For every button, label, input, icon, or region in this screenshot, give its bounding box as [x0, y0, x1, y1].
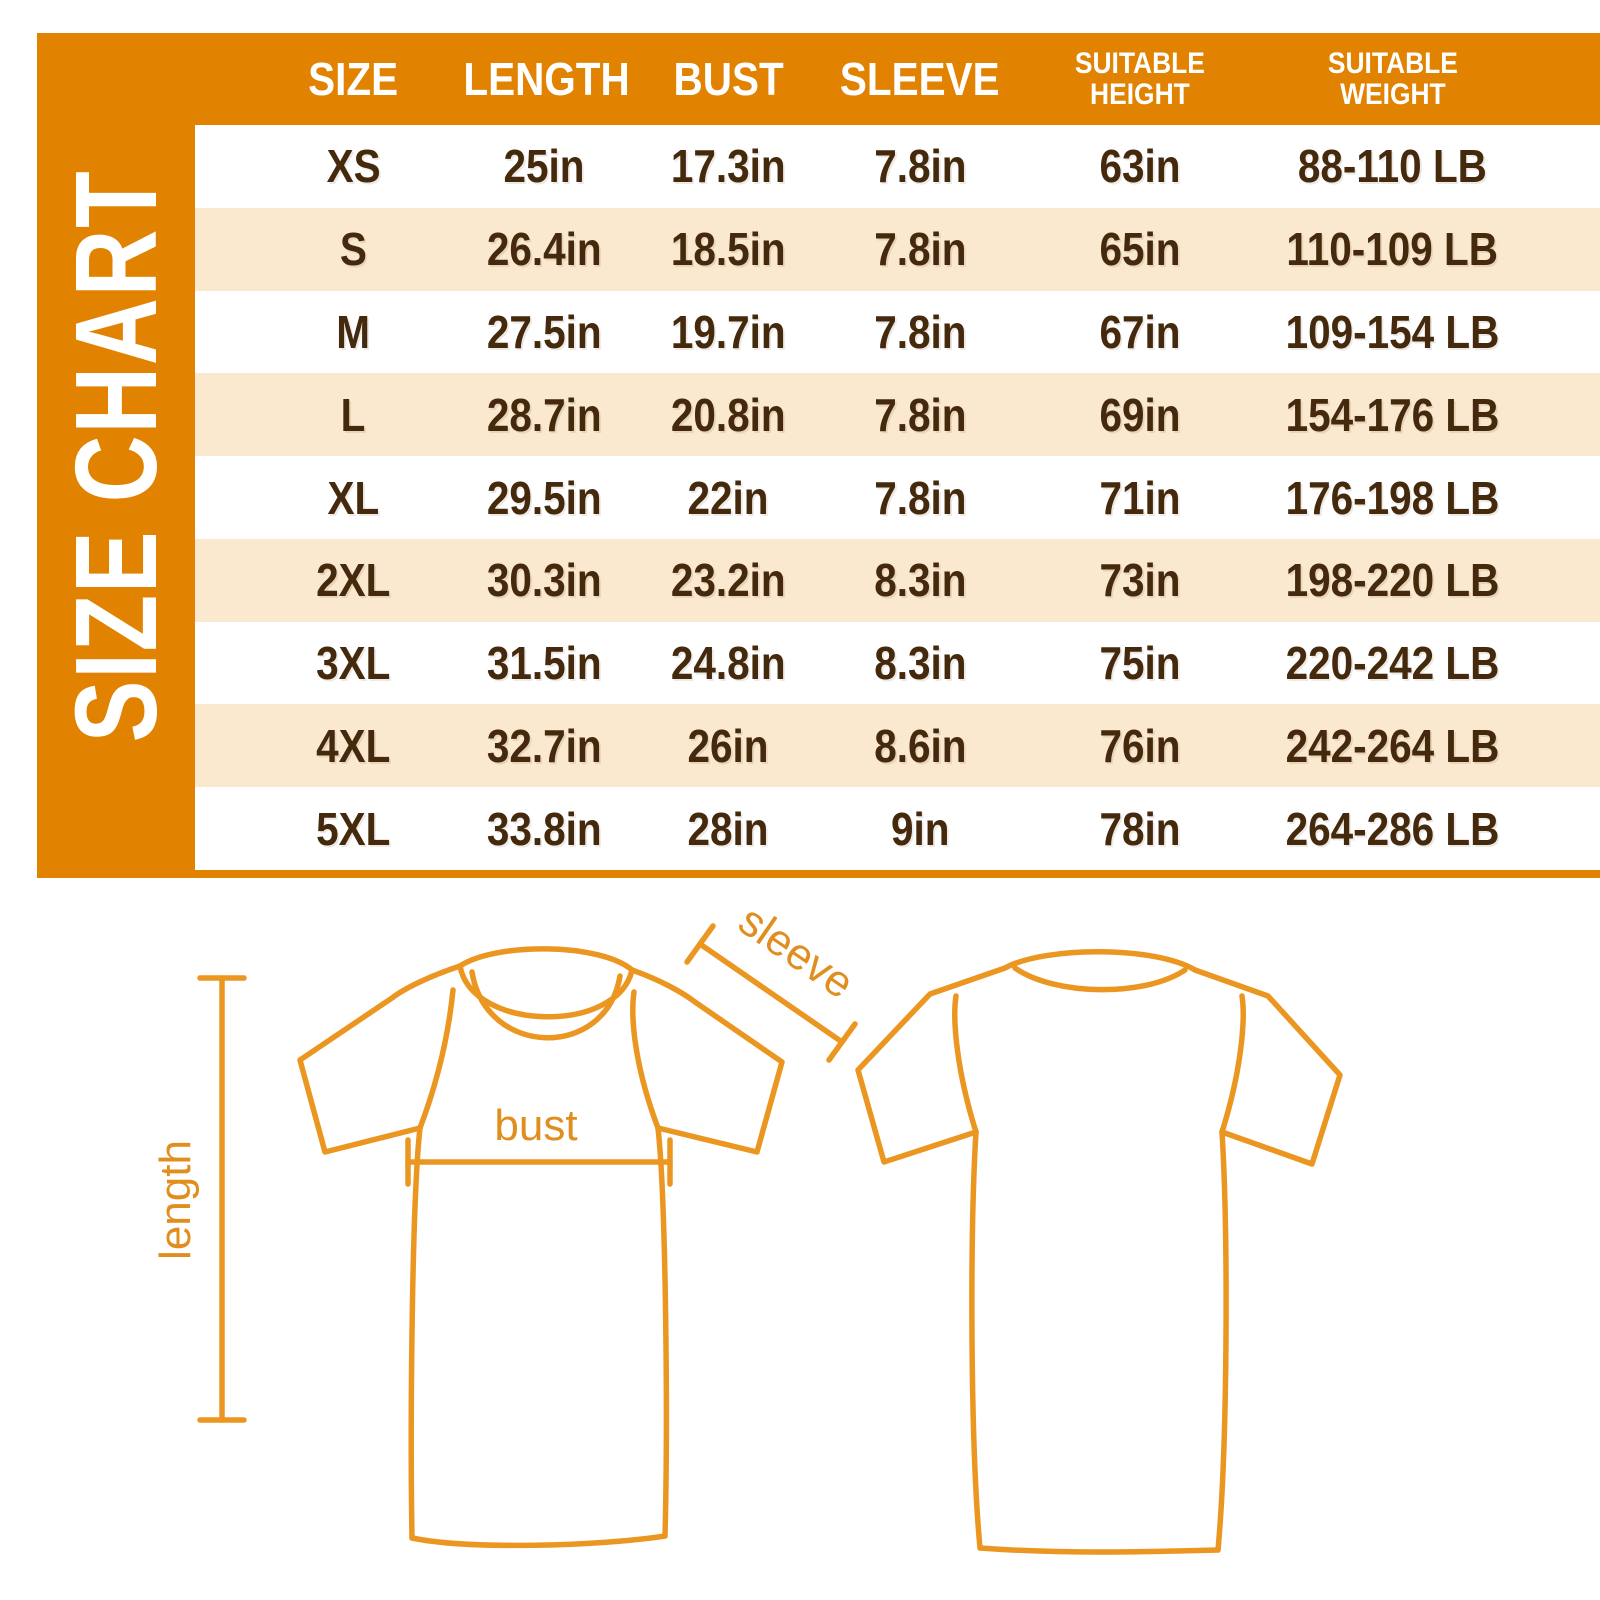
size-cell: M [336, 305, 371, 358]
size-cell: S [339, 223, 368, 276]
value-cell: 28.7in [487, 388, 602, 441]
front-tshirt-outline [297, 946, 785, 1549]
value-cell: 7.8in [873, 223, 967, 276]
value-cell: 110-109 LB [1286, 223, 1499, 276]
value-cell: 27.5in [487, 305, 602, 358]
size-cell: 5XL [316, 802, 391, 855]
column-header-length: LENGTH [463, 53, 630, 105]
left-title-band: SIZE CHART [37, 33, 195, 878]
table-row: S 26.4in 18.5in 7.8in 65in 110-109 LB [195, 207, 1600, 291]
value-cell: 8.3in [873, 637, 967, 690]
value-cell: 63in [1099, 140, 1181, 193]
value-cell: 33.8in [487, 802, 602, 855]
value-cell: 7.8in [873, 471, 967, 524]
value-cell: 69in [1099, 388, 1181, 441]
value-cell: 73in [1099, 554, 1181, 607]
value-cell: 29.5in [487, 471, 602, 524]
table-row: L 28.7in 20.8in 7.8in 69in 154-176 LB [195, 373, 1600, 457]
size-cell: 3XL [316, 637, 391, 690]
sleeve-dimension-line [684, 923, 858, 1063]
table-row: 3XL 31.5in 24.8in 8.3in 75in 220-242 LB [195, 621, 1600, 705]
value-cell: 176-198 LB [1285, 471, 1500, 524]
table-body: XS 25in 17.3in 7.8in 63in 88-110 LB S 26.4in 18.… [195, 125, 1600, 871]
value-cell: 24.8in [671, 637, 786, 690]
back-tshirt-outline [855, 949, 1343, 1555]
value-cell: 88-110 LB [1297, 140, 1488, 193]
bust-label: bust [494, 1101, 577, 1150]
column-header-size: SIZE [308, 53, 399, 105]
value-cell: 9in [890, 802, 950, 855]
value-cell: 8.6in [873, 719, 967, 772]
size-cell: XL [327, 471, 380, 524]
table-row: 4XL 32.7in 26in 8.6in 76in 242-264 LB [195, 704, 1600, 788]
value-cell: 242-264 LB [1285, 719, 1500, 772]
size-chart-title: SIZE CHART [51, 169, 181, 743]
table-header-row: SIZE LENGTH BUST SLEEVE SUITABLE HEIGHT … [195, 33, 1600, 125]
value-cell: 75in [1099, 637, 1181, 690]
value-cell: 8.3in [873, 554, 967, 607]
value-cell: 19.7in [671, 305, 786, 358]
value-cell: 78in [1099, 802, 1181, 855]
value-cell: 264-286 LB [1285, 802, 1500, 855]
length-dimension-line [197, 975, 247, 1423]
value-cell: 220-242 LB [1285, 637, 1500, 690]
column-header-suitable-height: SUITABLE HEIGHT [1074, 46, 1206, 111]
table-row: 5XL 33.8in 28in 9in 78in 264-286 LB [195, 787, 1600, 871]
column-header-bust: BUST [673, 53, 784, 105]
length-label: length [151, 1140, 200, 1260]
value-cell: 67in [1099, 305, 1181, 358]
size-cell: L [341, 388, 366, 441]
table-row: XL 29.5in 22in 7.8in 71in 176-198 LB [195, 456, 1600, 539]
value-cell: 17.3in [671, 140, 786, 193]
value-cell: 109-154 LB [1285, 305, 1500, 358]
sleeve-label: sleeve [730, 900, 863, 1008]
size-cell: 2XL [316, 554, 391, 607]
column-header-suitable-weight: SUITABLE WEIGHT [1327, 46, 1458, 111]
table-row: XS 25in 17.3in 7.8in 63in 88-110 LB [195, 125, 1600, 208]
value-cell: 22in [687, 471, 769, 524]
value-cell: 31.5in [487, 637, 602, 690]
column-header-sleeve: SLEEVE [840, 53, 1000, 105]
size-cell: XS [326, 140, 381, 193]
table-row: 2XL 30.3in 23.2in 8.3in 73in 198-220 LB [195, 538, 1600, 622]
value-cell: 30.3in [487, 554, 602, 607]
value-cell: 7.8in [873, 305, 967, 358]
size-table: SIZE LENGTH BUST SLEEVE SUITABLE HEIGHT … [195, 33, 1600, 871]
value-cell: 154-176 LB [1285, 388, 1500, 441]
size-chart-panel: SIZE CHART SIZE LENGTH BUST SLEEVE SUITA… [37, 33, 1600, 878]
value-cell: 198-220 LB [1285, 554, 1500, 607]
value-cell: 20.8in [671, 388, 786, 441]
value-cell: 32.7in [487, 719, 602, 772]
value-cell: 7.8in [873, 140, 967, 193]
size-cell: 4XL [316, 719, 391, 772]
bust-dimension-line [405, 1137, 673, 1187]
value-cell: 26.4in [487, 223, 602, 276]
value-cell: 76in [1099, 719, 1181, 772]
measurement-diagram: length bust sleeve [151, 900, 1343, 1555]
value-cell: 71in [1099, 471, 1181, 524]
value-cell: 26in [687, 719, 769, 772]
value-cell: 65in [1099, 223, 1181, 276]
table-row: M 27.5in 19.7in 7.8in 67in 109-154 LB [195, 290, 1600, 374]
value-cell: 7.8in [873, 388, 967, 441]
value-cell: 18.5in [671, 223, 786, 276]
value-cell: 23.2in [671, 554, 786, 607]
value-cell: 28in [687, 802, 769, 855]
value-cell: 25in [503, 140, 585, 193]
